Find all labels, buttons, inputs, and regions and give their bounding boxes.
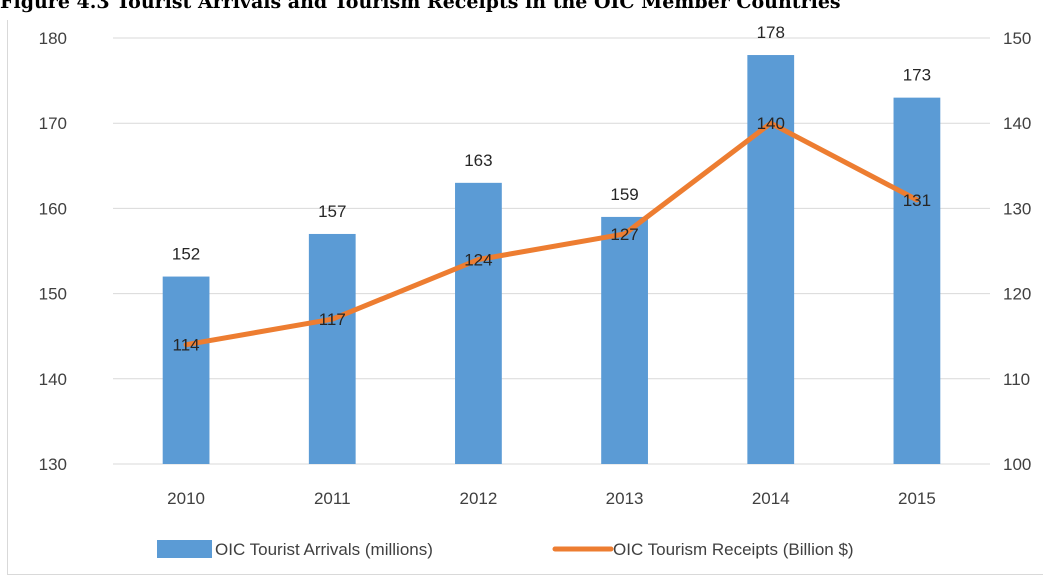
y-left-tick-label: 130 — [39, 455, 67, 474]
x-tick-label: 2012 — [460, 489, 498, 508]
line-data-label: 124 — [464, 251, 492, 270]
bar — [455, 182, 502, 464]
x-tick-label: 2013 — [606, 489, 644, 508]
y-right-tick-label: 100 — [1003, 455, 1031, 474]
y-right-tick-label: 140 — [1003, 114, 1031, 133]
x-tick-label: 2010 — [167, 489, 205, 508]
y-left-tick-label: 160 — [39, 199, 67, 218]
bar-data-label: 178 — [757, 23, 785, 42]
bar-data-label: 152 — [172, 245, 200, 264]
bar-data-label: 159 — [610, 185, 638, 204]
bar — [601, 216, 648, 464]
y-right-tick-label: 120 — [1003, 285, 1031, 304]
y-right-tick-label: 110 — [1003, 370, 1030, 389]
bar-data-label: 157 — [318, 202, 346, 221]
line-series — [183, 120, 920, 348]
figure-title: Figure 4.3 Tourist Arrivals and Tourism … — [0, 0, 841, 13]
line-data-label: 117 — [319, 310, 346, 329]
x-tick-label: 2014 — [752, 489, 790, 508]
legend-swatch-bar — [157, 540, 212, 558]
bar — [893, 97, 941, 464]
bar-data-label: 163 — [464, 151, 492, 170]
y-left-tick-label: 140 — [39, 370, 67, 389]
y-left-tick-label: 170 — [39, 114, 67, 133]
x-tick-label: 2011 — [314, 489, 351, 508]
y-left-tick-label: 150 — [39, 285, 67, 304]
y-right-tick-label: 150 — [1003, 29, 1031, 48]
bar — [162, 276, 210, 464]
legend-label-arrivals: OIC Tourist Arrivals (millions) — [215, 540, 433, 559]
chart-frame — [7, 20, 1043, 575]
bar-data-label: 173 — [903, 66, 931, 85]
legend-label-receipts: OIC Tourism Receipts (Billion $) — [613, 540, 854, 559]
line-data-label: 131 — [903, 191, 931, 210]
line-data-label: 114 — [173, 336, 200, 355]
x-tick-label: 2015 — [898, 489, 936, 508]
y-right-tick-label: 130 — [1003, 199, 1031, 218]
y-left-tick-label: 180 — [39, 29, 67, 48]
line-data-label: 140 — [757, 114, 785, 133]
line-data-label: 127 — [610, 225, 638, 244]
bar — [308, 233, 356, 464]
